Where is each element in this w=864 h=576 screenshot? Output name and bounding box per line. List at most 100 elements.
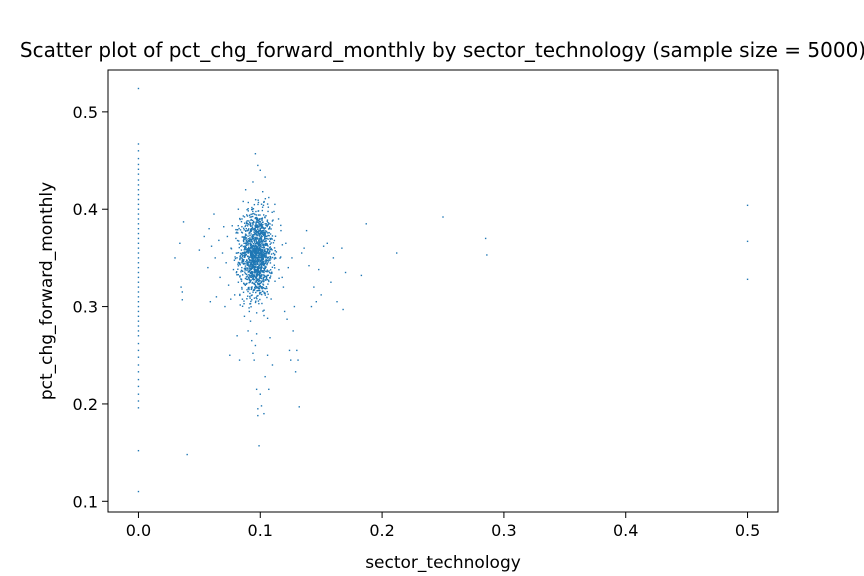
scatter-point — [254, 249, 256, 251]
scatter-point — [260, 235, 262, 237]
scatter-point — [223, 226, 225, 228]
scatter-point — [262, 263, 264, 265]
scatter-point — [251, 237, 254, 240]
scatter-point — [137, 349, 140, 352]
scatter-point — [271, 272, 273, 274]
scatter-point — [273, 210, 275, 213]
scatter-point — [260, 266, 262, 269]
scatter-point — [262, 247, 265, 249]
scatter-point — [261, 253, 263, 255]
scatter-point — [137, 179, 140, 181]
scatter-point — [259, 280, 261, 282]
scatter-point — [265, 244, 267, 247]
scatter-point — [258, 283, 261, 286]
scatter-point — [186, 453, 188, 456]
scatter-point — [252, 352, 254, 355]
scatter-point — [254, 213, 256, 216]
scatter-point — [255, 260, 257, 262]
scatter-point — [213, 213, 215, 215]
scatter-point — [230, 298, 232, 300]
scatter-point — [256, 275, 259, 277]
scatter-point — [252, 215, 254, 218]
scatter-point — [313, 286, 315, 288]
scatter-point — [258, 248, 260, 250]
scatter-point — [250, 288, 252, 291]
scatter-point — [252, 220, 255, 223]
scatter-point — [243, 216, 246, 218]
scatter-point — [254, 301, 257, 304]
scatter-point — [263, 287, 265, 290]
scatter-point — [273, 258, 276, 260]
scatter-point — [243, 249, 245, 251]
scatter-point — [260, 223, 262, 226]
scatter-point — [252, 242, 255, 245]
scatter-point — [268, 231, 270, 234]
scatter-point — [260, 236, 262, 239]
scatter-point — [255, 230, 258, 233]
scatter-point — [207, 266, 209, 269]
scatter-point — [259, 237, 261, 239]
scatter-point — [265, 224, 267, 227]
scatter-point — [250, 213, 252, 216]
scatter-point — [271, 271, 273, 273]
scatter-point — [260, 233, 262, 235]
scatter-point — [241, 226, 243, 228]
scatter-point — [250, 253, 252, 255]
scatter-point — [257, 221, 259, 224]
scatter-point — [267, 256, 270, 258]
scatter-point — [254, 217, 256, 220]
scatter-point — [305, 229, 308, 232]
scatter-point — [280, 229, 282, 232]
scatter-point — [263, 292, 266, 295]
scatter-point — [252, 265, 254, 267]
scatter-point — [266, 225, 268, 228]
scatter-point — [257, 252, 260, 254]
scatter-point — [256, 218, 258, 221]
scatter-point — [256, 297, 258, 300]
scatter-point — [256, 241, 259, 243]
scatter-point — [257, 243, 259, 245]
scatter-point — [254, 251, 256, 253]
scatter-point — [248, 242, 250, 245]
scatter-point — [266, 203, 269, 205]
scatter-point — [264, 231, 266, 233]
scatter-point — [253, 246, 255, 248]
scatter-point — [247, 249, 250, 252]
scatter-point — [245, 237, 248, 239]
scatter-point — [271, 220, 274, 222]
scatter-point — [137, 407, 140, 409]
scatter-point — [249, 295, 251, 298]
scatter-point — [252, 277, 255, 279]
scatter-point — [249, 216, 251, 218]
scatter-point — [262, 227, 265, 229]
scatter-point — [262, 233, 264, 236]
scatter-point — [241, 298, 244, 300]
scatter-point — [262, 240, 264, 243]
scatter-point — [241, 252, 244, 254]
scatter-point — [253, 269, 256, 272]
scatter-point — [269, 275, 272, 277]
scatter-point — [251, 208, 254, 210]
scatter-point — [269, 248, 271, 251]
scatter-point — [245, 273, 248, 276]
scatter-point — [260, 203, 263, 205]
scatter-point — [252, 258, 255, 260]
scatter-point — [255, 247, 257, 249]
scatter-point — [252, 181, 254, 183]
scatter-point — [250, 230, 252, 233]
scatter-point — [237, 263, 239, 265]
scatter-point — [224, 305, 226, 308]
scatter-point — [251, 270, 253, 273]
scatter-point — [241, 305, 244, 307]
scatter-point — [137, 291, 140, 293]
scatter-point — [244, 271, 246, 273]
scatter-point — [252, 248, 254, 250]
scatter-point — [266, 219, 269, 221]
scatter-point — [241, 286, 243, 289]
scatter-point — [235, 271, 238, 273]
scatter-point — [271, 364, 274, 366]
scatter-point — [137, 232, 140, 235]
scatter-point — [242, 239, 245, 242]
scatter-point — [258, 223, 260, 225]
scatter-point — [250, 262, 252, 264]
